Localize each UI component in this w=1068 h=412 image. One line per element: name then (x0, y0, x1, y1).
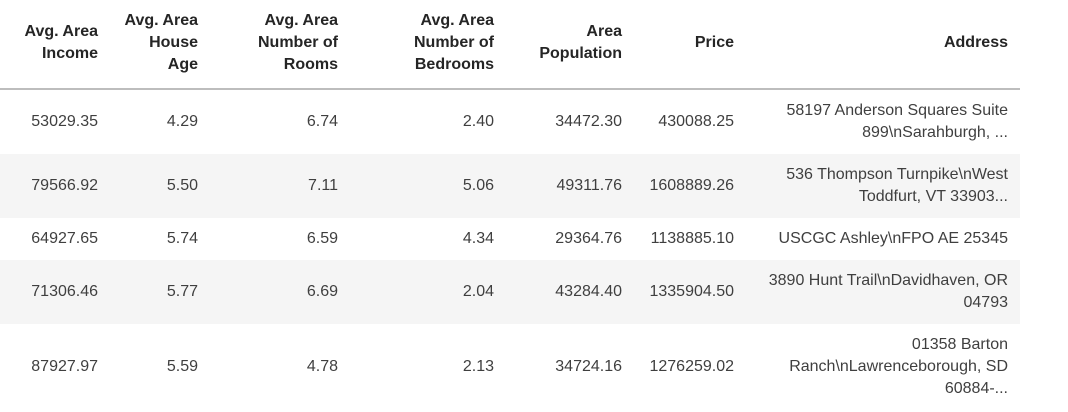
cell-address: 01358 Barton Ranch\nLawrenceborough, SD … (789, 336, 1008, 397)
column-header-price: Price (634, 0, 746, 90)
column-header-address: Address (746, 0, 1020, 90)
cell-area-population: 34472.30 (555, 113, 622, 130)
cell-number-of-bedrooms: 2.04 (462, 283, 494, 300)
cell-price: 1608889.26 (649, 177, 734, 194)
cell-number-of-rooms: 6.59 (306, 230, 338, 247)
cell-number-of-rooms: 7.11 (308, 177, 338, 194)
cell-avg-area-income: 53029.35 (31, 113, 98, 130)
dataframe-table: Avg. Area Income Avg. Area House Age Avg… (0, 0, 1020, 410)
column-header-avg-area-house-age: Avg. Area House Age (110, 0, 210, 90)
cell-address: 58197 Anderson Squares Suite 899\nSarahb… (786, 102, 1009, 141)
cell-price: 1276259.02 (649, 358, 734, 375)
cell-house-age: 4.29 (166, 113, 198, 130)
cell-area-population: 34724.16 (555, 358, 622, 375)
column-header-avg-area-number-of-bedrooms: Avg. Area Number of Bedrooms (350, 0, 506, 90)
cell-price: 430088.25 (658, 113, 734, 130)
cell-number-of-rooms: 6.69 (306, 283, 338, 300)
column-header-area-population: Area Population (506, 0, 634, 90)
cell-avg-area-income: 87927.97 (31, 358, 98, 375)
cell-number-of-bedrooms: 5.06 (462, 177, 494, 194)
column-header-avg-area-income: Avg. Area Income (0, 0, 110, 90)
cell-number-of-rooms: 6.74 (306, 113, 338, 130)
table-row: 71306.46 5.77 6.69 2.04 43284.40 1335904… (0, 260, 1020, 324)
table-row: 53029.35 4.29 6.74 2.40 34472.30 430088.… (0, 89, 1020, 154)
cell-house-age: 5.74 (166, 230, 198, 247)
header-row: Avg. Area Income Avg. Area House Age Avg… (0, 0, 1020, 90)
cell-address: 3890 Hunt Trail\nDavidhaven, OR 04793 (768, 272, 1008, 311)
table-row: 79566.92 5.50 7.11 5.06 49311.76 1608889… (0, 154, 1020, 218)
cell-area-population: 43284.40 (555, 283, 622, 300)
cell-price: 1138885.10 (650, 230, 734, 247)
cell-address: 536 Thompson Turnpike\nWest Toddfurt, VT… (786, 166, 1008, 205)
cell-number-of-rooms: 4.78 (306, 358, 338, 375)
cell-avg-area-income: 79566.92 (31, 177, 98, 194)
cell-address: USCGC Ashley\nFPO AE 25345 (778, 230, 1008, 247)
table-row: 64927.65 5.74 6.59 4.34 29364.76 1138885… (0, 218, 1020, 260)
cell-price: 1335904.50 (649, 283, 734, 300)
cell-house-age: 5.77 (166, 283, 198, 300)
cell-area-population: 29364.76 (555, 230, 622, 247)
cell-avg-area-income: 71306.46 (31, 283, 98, 300)
cell-number-of-bedrooms: 2.40 (462, 113, 494, 130)
cell-house-age: 5.50 (166, 177, 198, 194)
column-header-avg-area-number-of-rooms: Avg. Area Number of Rooms (210, 0, 350, 90)
cell-avg-area-income: 64927.65 (31, 230, 98, 247)
cell-number-of-bedrooms: 4.34 (462, 230, 494, 247)
cell-house-age: 5.59 (166, 358, 198, 375)
table-row: 87927.97 5.59 4.78 2.13 34724.16 1276259… (0, 324, 1020, 410)
cell-number-of-bedrooms: 2.13 (462, 358, 494, 375)
cell-area-population: 49311.76 (556, 177, 622, 194)
